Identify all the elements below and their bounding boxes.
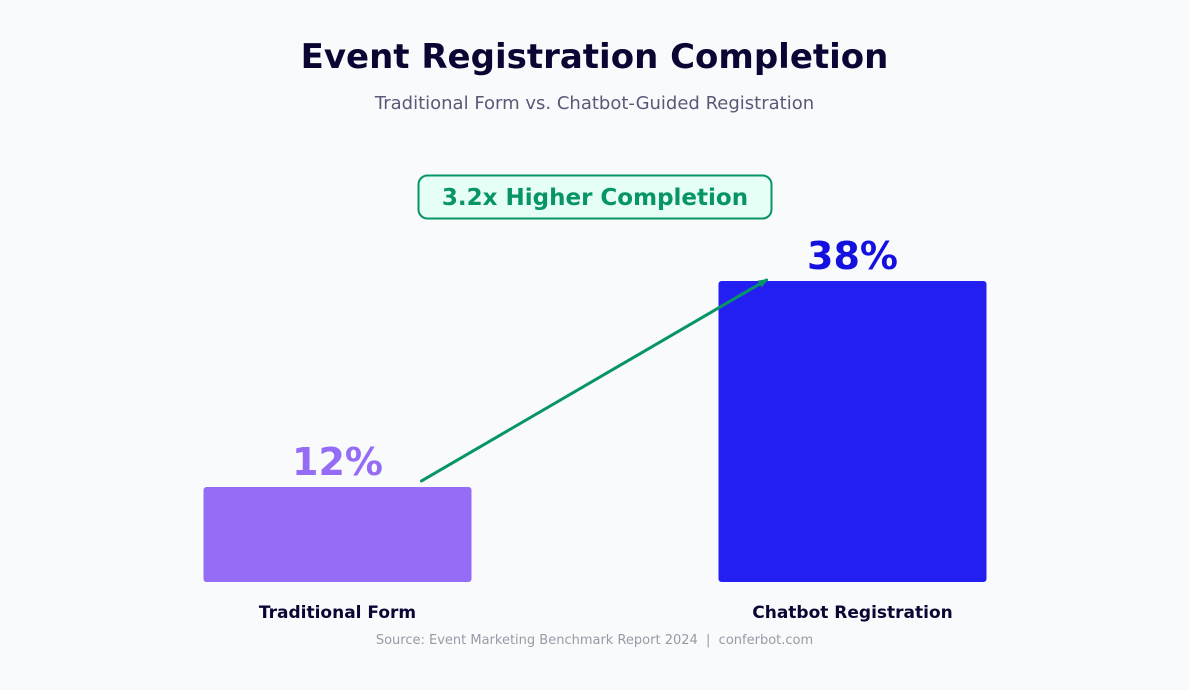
annotation-layer: 3.2x Higher Completion	[417, 174, 773, 483]
bars-layer: 12% Traditional Form 38% Chatbot Registrati…	[203, 234, 987, 623]
growth-arrow	[420, 278, 769, 483]
chart-subtitle: Traditional Form vs. Chatbot-Guided Regi…	[374, 93, 814, 114]
bar-traditional-form	[203, 486, 472, 582]
data-label: 38%	[807, 234, 898, 278]
data-label: 12%	[292, 440, 383, 484]
callout-text: 3.2x Higher Completion	[442, 185, 748, 211]
bar-chatbot-registration	[718, 281, 987, 582]
category-tick-label: Chatbot Registration	[752, 603, 953, 623]
chart-title: Event Registration Completion	[301, 37, 889, 77]
source-note: Source: Event Marketing Benchmark Report…	[376, 633, 813, 648]
category-tick-label: Traditional Form	[259, 603, 416, 623]
callout-box	[417, 174, 773, 220]
